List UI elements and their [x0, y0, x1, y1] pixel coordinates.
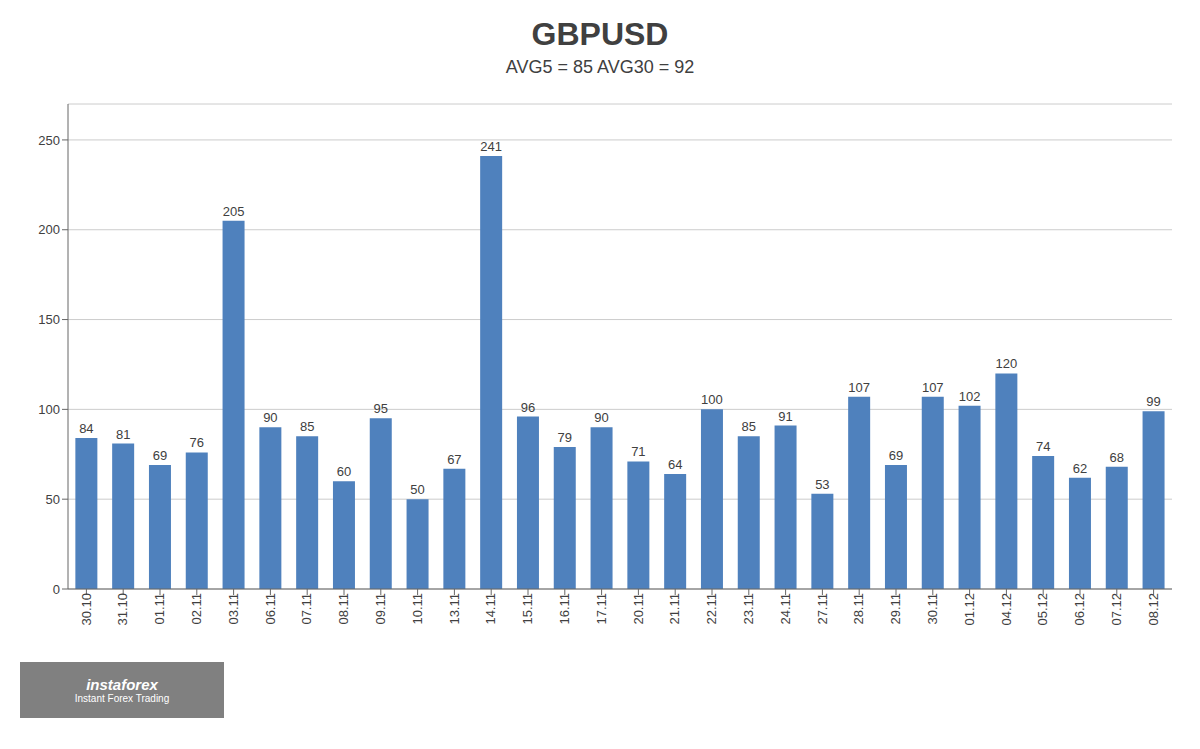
html-text:AVG5 = 85 AVG30 = 92: AVG5 = 85 AVG30 = 92 [505, 57, 695, 77]
svg-text:99: 99 [1146, 394, 1160, 409]
svg-text:29.11: 29.11 [888, 593, 903, 625]
svg-text:67: 67 [447, 452, 461, 467]
svg-text:96: 96 [521, 400, 535, 415]
svg-text:71: 71 [631, 444, 645, 459]
svg-text:81: 81 [116, 427, 130, 442]
svg-text:01.12: 01.12 [962, 593, 977, 626]
html-text:GBPUSD: GBPUSD [531, 16, 669, 52]
svg-text:90: 90 [594, 410, 608, 425]
svg-text:30.10: 30.10 [79, 593, 94, 626]
svg-text:95: 95 [374, 401, 388, 416]
svg-text:53: 53 [815, 477, 829, 492]
svg-text:0: 0 [53, 582, 60, 597]
svg-text:23.11: 23.11 [741, 593, 756, 625]
svg-text:60: 60 [337, 464, 351, 479]
svg-text:85: 85 [300, 419, 314, 434]
svg-text:31.10: 31.10 [115, 593, 130, 626]
svg-text:250: 250 [38, 133, 60, 148]
svg-text:79: 79 [558, 430, 572, 445]
svg-text:30.11: 30.11 [925, 593, 940, 625]
svg-text:74: 74 [1036, 439, 1050, 454]
svg-text:85: 85 [742, 419, 756, 434]
svg-text:07.11: 07.11 [299, 593, 314, 625]
svg-text:50: 50 [46, 492, 60, 507]
svg-text:08.12: 08.12 [1146, 593, 1161, 626]
svg-text:06.11: 06.11 [263, 593, 278, 625]
svg-text:205: 205 [223, 204, 245, 219]
svg-text:107: 107 [848, 380, 870, 395]
svg-text:100: 100 [701, 392, 723, 407]
svg-text:09.11: 09.11 [373, 593, 388, 625]
html-text:Instant Forex Trading: Instant Forex Trading [74, 693, 170, 704]
svg-text:21.11: 21.11 [667, 593, 682, 625]
svg-text:84: 84 [79, 421, 93, 436]
svg-text:120: 120 [996, 356, 1018, 371]
svg-text:08.11: 08.11 [336, 593, 351, 625]
svg-text:62: 62 [1073, 461, 1087, 476]
svg-text:28.11: 28.11 [851, 593, 866, 625]
svg-text:69: 69 [889, 448, 903, 463]
svg-text:06.12: 06.12 [1072, 593, 1087, 626]
svg-text:01.11: 01.11 [152, 593, 167, 625]
svg-text:22.11: 22.11 [704, 593, 719, 625]
svg-text:15.11: 15.11 [520, 593, 535, 625]
svg-text:07.12: 07.12 [1109, 593, 1124, 626]
svg-text:150: 150 [38, 312, 60, 327]
svg-text:16.11: 16.11 [557, 593, 572, 625]
svg-text:69: 69 [153, 448, 167, 463]
svg-text:241: 241 [480, 139, 502, 154]
svg-text:27.11: 27.11 [815, 593, 830, 625]
svg-text:20.11: 20.11 [631, 593, 646, 625]
svg-text:05.12: 05.12 [1035, 593, 1050, 626]
svg-text:102: 102 [959, 389, 981, 404]
svg-text:200: 200 [38, 222, 60, 237]
svg-text:04.12: 04.12 [999, 593, 1014, 626]
svg-text:17.11: 17.11 [594, 593, 609, 625]
svg-text:24.11: 24.11 [778, 593, 793, 625]
svg-text:02.11: 02.11 [189, 593, 204, 625]
svg-text:10.11: 10.11 [410, 593, 425, 625]
svg-text:03.11: 03.11 [226, 593, 241, 625]
svg-text:14.11: 14.11 [483, 593, 498, 625]
svg-text:90: 90 [263, 410, 277, 425]
svg-text:100: 100 [38, 402, 60, 417]
svg-text:50: 50 [410, 482, 424, 497]
svg-text:76: 76 [190, 435, 204, 450]
svg-text:64: 64 [668, 457, 682, 472]
svg-text:68: 68 [1110, 450, 1124, 465]
svg-text:107: 107 [922, 380, 944, 395]
html-text:instaforex: instaforex [86, 676, 158, 693]
svg-text:13.11: 13.11 [447, 593, 462, 625]
svg-text:91: 91 [778, 409, 792, 424]
